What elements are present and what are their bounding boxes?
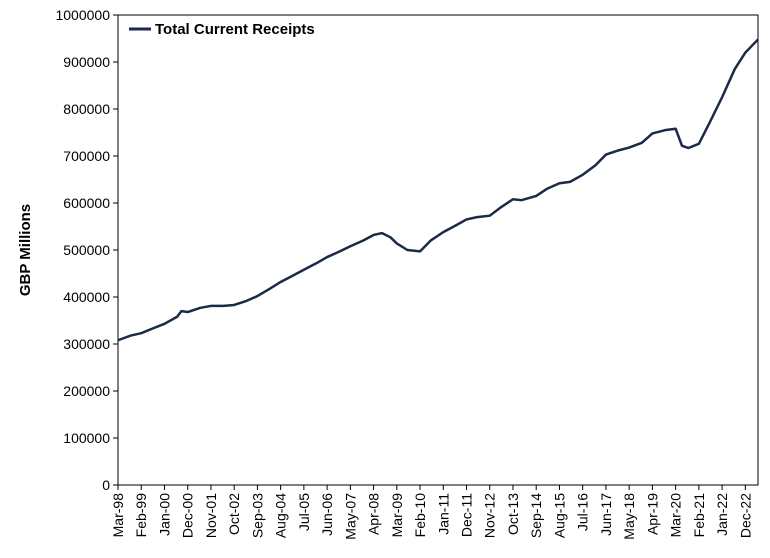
plot-area [117, 14, 759, 486]
x-tick-label: Jun-06 [319, 493, 335, 536]
y-tick-label: 900000 [63, 54, 110, 70]
x-tick-label: Oct-13 [505, 493, 521, 535]
y-axis-label: GBP Millions [17, 204, 34, 296]
y-tick-label: 600000 [63, 195, 110, 211]
x-tick-label: Jun-17 [598, 493, 614, 536]
x-tick-label: May-18 [621, 493, 637, 540]
x-tick-label: Feb-99 [133, 493, 149, 538]
x-tick-label: Feb-10 [412, 493, 428, 538]
x-tick-label: Apr-08 [366, 493, 382, 535]
y-tick-label: 800000 [63, 101, 110, 117]
series-layer [117, 38, 759, 342]
y-tick-label: 200000 [63, 383, 110, 399]
x-tick-label: Nov-01 [203, 493, 219, 538]
x-tick-label: Nov-12 [482, 493, 498, 538]
x-tick-label: Sep-14 [528, 493, 544, 538]
x-tick-label: Sep-03 [249, 493, 265, 538]
legend-label: Total Current Receipts [155, 21, 315, 38]
x-tick-label: Feb-21 [691, 493, 707, 538]
x-tick-label: Dec-22 [737, 493, 753, 538]
x-tick-label: Jul-16 [575, 493, 591, 531]
y-tick-label: 300000 [63, 336, 110, 352]
y-tick-label: 100000 [63, 430, 110, 446]
x-tick-label: Jan-11 [435, 493, 451, 535]
x-tick-label: Mar-09 [389, 493, 405, 538]
x-tick-label: Jan-22 [714, 493, 730, 536]
series-line-total-current-receipts [117, 38, 759, 342]
x-tick-label: Dec-00 [180, 493, 196, 538]
x-tick-label: Apr-19 [644, 493, 660, 535]
y-tick-label: 1000000 [55, 7, 110, 23]
x-axis: Mar-98 Feb-99 Jan-00 Dec-00 Nov-01 Oct-02 Sep-… [110, 485, 753, 540]
x-tick-label: Mar-20 [668, 493, 684, 538]
x-tick-label: Mar-98 [110, 493, 126, 538]
x-tick-label: Dec-11 [459, 493, 475, 537]
x-tick-label: May-07 [342, 493, 358, 540]
x-tick-label: Oct-02 [226, 493, 242, 535]
x-tick-label: Aug-04 [273, 493, 289, 538]
y-tick-label: 400000 [63, 289, 110, 305]
y-tick-label: 500000 [63, 242, 110, 258]
y-tick-label: 700000 [63, 148, 110, 164]
x-tick-label: Jul-05 [296, 493, 312, 531]
x-tick-label: Aug-15 [551, 493, 567, 538]
y-axis: 0 100000 200000 300000 400000 500000 600000 700… [55, 7, 118, 493]
y-tick-label: 0 [102, 477, 110, 493]
x-tick-label: Jan-00 [156, 493, 172, 536]
legend: Total Current Receipts [129, 21, 315, 38]
